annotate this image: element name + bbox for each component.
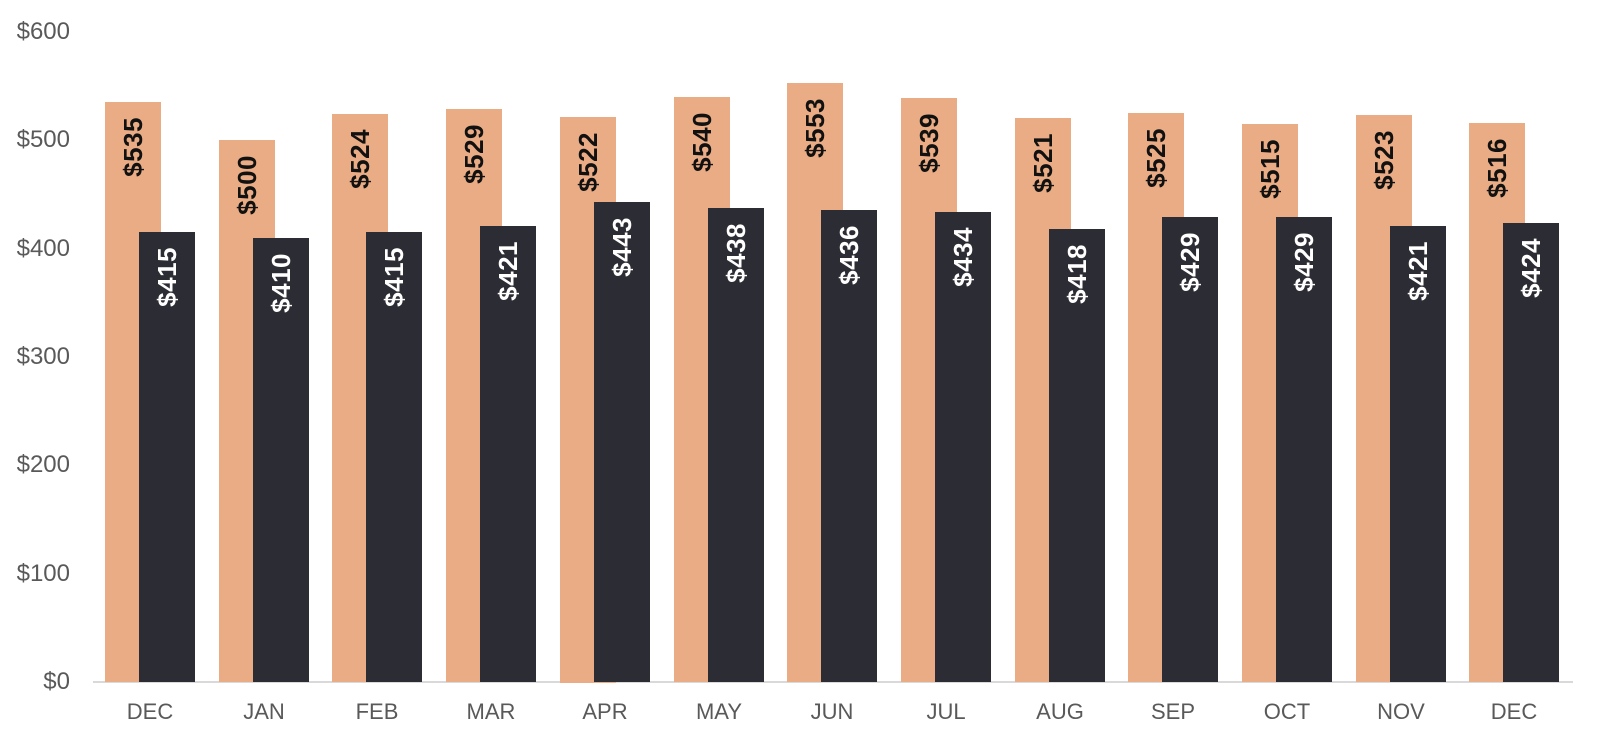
x-tick-label: SEP [1150, 699, 1196, 724]
x-tick-label: JAN [243, 699, 285, 724]
y-tick-label: $600 [16, 18, 70, 45]
bar-value-label: $443 [606, 217, 637, 277]
charcoal-series-bar: $415 [139, 232, 195, 682]
charcoal-series-bar: $424 [1503, 223, 1559, 682]
bar-value-label: $553 [799, 98, 830, 158]
y-tick-label: $0 [43, 668, 70, 695]
bar-value-label: $529 [458, 124, 489, 184]
bar-value-label: $436 [833, 225, 864, 285]
bar-value-label: $522 [572, 132, 603, 192]
bar-value-label: $434 [947, 227, 978, 287]
bar-value-label: $415 [378, 247, 409, 307]
x-tick-label: DEC [1490, 699, 1538, 724]
charcoal-series-bar: $436 [821, 210, 877, 682]
charcoal-series-bar: $415 [366, 232, 422, 682]
bar-value-label: $438 [720, 223, 751, 283]
x-tick-label: AUG [1036, 699, 1084, 724]
bar-value-label: $523 [1368, 130, 1399, 190]
bar-value-label: $539 [913, 113, 944, 173]
x-tick-label: FEB [355, 699, 399, 724]
y-tick-label: $300 [16, 343, 70, 370]
bar-value-label: $521 [1027, 133, 1058, 193]
bar-value-label: $515 [1254, 139, 1285, 199]
y-tick-label: $100 [16, 560, 70, 587]
charcoal-series-bar: $443 [594, 202, 650, 682]
y-tick-label: $500 [16, 126, 70, 153]
charcoal-series-bar: $429 [1276, 217, 1332, 682]
x-tick-label: JUN [810, 699, 854, 724]
x-tick-label: MAY [695, 699, 743, 724]
bar-value-label: $516 [1481, 138, 1512, 198]
bar-value-label: $525 [1140, 128, 1171, 188]
charcoal-series-bar: $418 [1049, 229, 1105, 682]
bar-value-label: $429 [1174, 232, 1205, 292]
charcoal-series-bar: $438 [708, 208, 764, 682]
x-tick-label: APR [582, 699, 628, 724]
bar-value-label: $410 [265, 253, 296, 313]
bar-value-label: $429 [1288, 232, 1319, 292]
bar-value-label: $500 [231, 155, 262, 215]
bar-value-label: $418 [1061, 244, 1092, 304]
bar-value-label: $424 [1515, 238, 1546, 298]
x-tick-label: JUL [926, 699, 966, 724]
charcoal-series-bar: $434 [935, 212, 991, 682]
bar-value-label: $415 [151, 247, 182, 307]
charcoal-series-bar: $421 [1390, 226, 1446, 682]
x-tick-label: OCT [1263, 699, 1311, 724]
x-tick-label: DEC [126, 699, 174, 724]
charcoal-series-bar: $421 [480, 226, 536, 682]
bar-value-label: $421 [492, 241, 523, 301]
x-axis-line [93, 681, 1573, 683]
x-tick-label: NOV [1377, 699, 1425, 724]
y-tick-label: $200 [16, 451, 70, 478]
bar-value-label: $540 [686, 112, 717, 172]
x-tick-label: MAR [466, 699, 516, 724]
y-tick-label: $400 [16, 235, 70, 262]
charcoal-series-bar: $410 [253, 238, 309, 682]
bar-value-label: $524 [344, 129, 375, 189]
bar-value-label: $535 [117, 117, 148, 177]
bar-value-label: $421 [1402, 241, 1433, 301]
charcoal-series-bar: $429 [1162, 217, 1218, 682]
